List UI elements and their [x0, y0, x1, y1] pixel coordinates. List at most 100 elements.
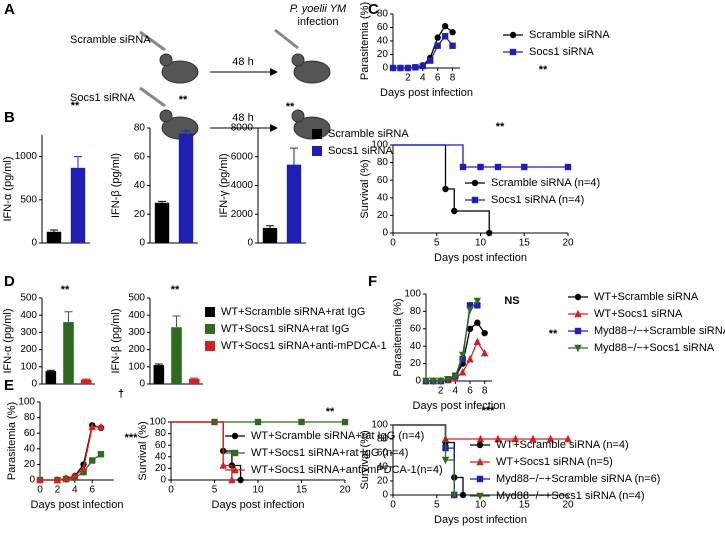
marker — [494, 434, 502, 443]
marker — [53, 475, 62, 484]
mouse — [159, 109, 173, 123]
y-tick-label: 200 — [128, 344, 145, 355]
y-tick-label: 60 — [377, 175, 389, 186]
y-tick-label: 40 — [134, 180, 146, 191]
marker — [441, 22, 449, 30]
marker — [429, 377, 438, 386]
y-tick-label: 0 — [139, 238, 145, 249]
legend-label: WT+Socs1 siRNA (n=5) — [496, 456, 613, 468]
marker — [419, 62, 426, 70]
marker — [521, 163, 528, 171]
error-bar — [172, 315, 181, 328]
marker — [564, 434, 572, 443]
marker — [298, 418, 305, 426]
annotation: NS — [504, 295, 519, 307]
x-axis-label: Days post infection — [434, 252, 527, 264]
marker — [449, 42, 456, 49]
annotation: *** — [125, 432, 139, 444]
y-axis-label: IFN-α (pg/ml) — [2, 156, 14, 221]
legend-label: WT+Scramble siRNA — [594, 291, 699, 303]
marker — [574, 309, 582, 318]
marker — [574, 293, 582, 301]
legend-label: WT+Scramble siRNA+rat IgG — [221, 306, 365, 318]
bar — [178, 133, 194, 243]
legend-label: Myd88−/−+Scramble siRNA — [594, 325, 725, 337]
x-tick-label: 15 — [296, 485, 308, 496]
y-tick-label: 60 — [410, 323, 422, 334]
marker — [228, 475, 236, 484]
marker — [71, 471, 79, 480]
x-tick-label: 0 — [390, 500, 396, 511]
marker — [574, 327, 582, 335]
marker — [466, 355, 474, 363]
outcome-label: infection — [298, 16, 339, 28]
error-bar — [64, 311, 73, 323]
bar — [153, 365, 165, 384]
y-axis-label: Survival (%) — [137, 421, 149, 480]
y-tick-label: 60 — [134, 151, 146, 162]
marker — [450, 491, 458, 500]
marker — [219, 461, 227, 469]
arrowhead — [270, 124, 278, 132]
y-axis-label: IFN-α (pg/ml) — [2, 308, 14, 373]
marker — [62, 474, 70, 482]
legend-label: WT+Scramble siRNA (n=4) — [496, 439, 629, 451]
x-axis-label: Days post infection — [380, 87, 473, 99]
legend-label: Socs1 siRNA — [328, 145, 393, 157]
x-tick-label: 4 — [420, 73, 426, 84]
marker — [494, 163, 502, 171]
y-tick-label: 20 — [377, 476, 389, 487]
y-tick-label: 8000 — [231, 123, 254, 134]
marker — [404, 64, 412, 72]
y-tick-label: 80 — [377, 434, 389, 445]
annotation: ** — [179, 94, 188, 106]
marker — [389, 64, 397, 72]
legend-label: Scramble siRNA (n=4) — [491, 177, 600, 189]
error-bar — [266, 225, 274, 228]
y-tick-label: 0 — [247, 238, 253, 249]
y-tick-label: 80 — [377, 9, 389, 20]
error-bar — [158, 200, 166, 203]
y-tick-label: 100 — [371, 140, 388, 151]
x-axis-label: Days post infection — [31, 499, 124, 511]
y-tick-label: 1000 — [15, 151, 38, 162]
mouse — [161, 60, 199, 84]
diagram-art — [139, 28, 331, 140]
y-tick-label: 40 — [155, 451, 167, 462]
legend-label: Scramble siRNA — [328, 128, 409, 140]
y-tick-label: 100 — [404, 289, 421, 300]
y-tick-label: 80 — [24, 412, 36, 423]
marker — [529, 434, 537, 443]
x-axis-label: Days post infection — [212, 499, 305, 511]
mouse — [291, 109, 305, 123]
y-tick-label: 40 — [24, 443, 36, 454]
x-tick-label: 20 — [562, 500, 574, 511]
legend-label: Socs1 siRNA (n=4) — [491, 194, 584, 206]
legend-label: Scramble siRNA — [529, 29, 610, 41]
y-tick-label: 100 — [20, 361, 37, 372]
marker — [564, 163, 572, 171]
annotation: ** — [539, 64, 548, 76]
y-tick-label: 0 — [382, 63, 388, 74]
y-tick-label: 80 — [134, 123, 146, 134]
marker — [466, 306, 474, 314]
marker — [341, 418, 349, 426]
error-bar — [50, 229, 58, 232]
survival-line — [171, 421, 242, 480]
x-tick-label: 10 — [475, 500, 487, 511]
legend-label: WT+Socs1 siRNA — [594, 308, 683, 320]
bar — [188, 378, 200, 384]
y-tick-label: 60 — [24, 428, 36, 439]
marker — [237, 476, 244, 484]
syringe — [274, 28, 299, 50]
y-tick-label: 20 — [155, 463, 167, 474]
marker — [397, 64, 404, 72]
marker — [511, 434, 520, 443]
y-axis-label: IFN-β (pg/ml) — [110, 153, 122, 218]
y-tick-label: 4000 — [231, 180, 254, 191]
x-tick-label: 5 — [434, 238, 440, 249]
marker — [231, 449, 239, 457]
bar — [154, 202, 170, 243]
annotation: ** — [496, 121, 505, 133]
error-bar — [290, 147, 298, 165]
